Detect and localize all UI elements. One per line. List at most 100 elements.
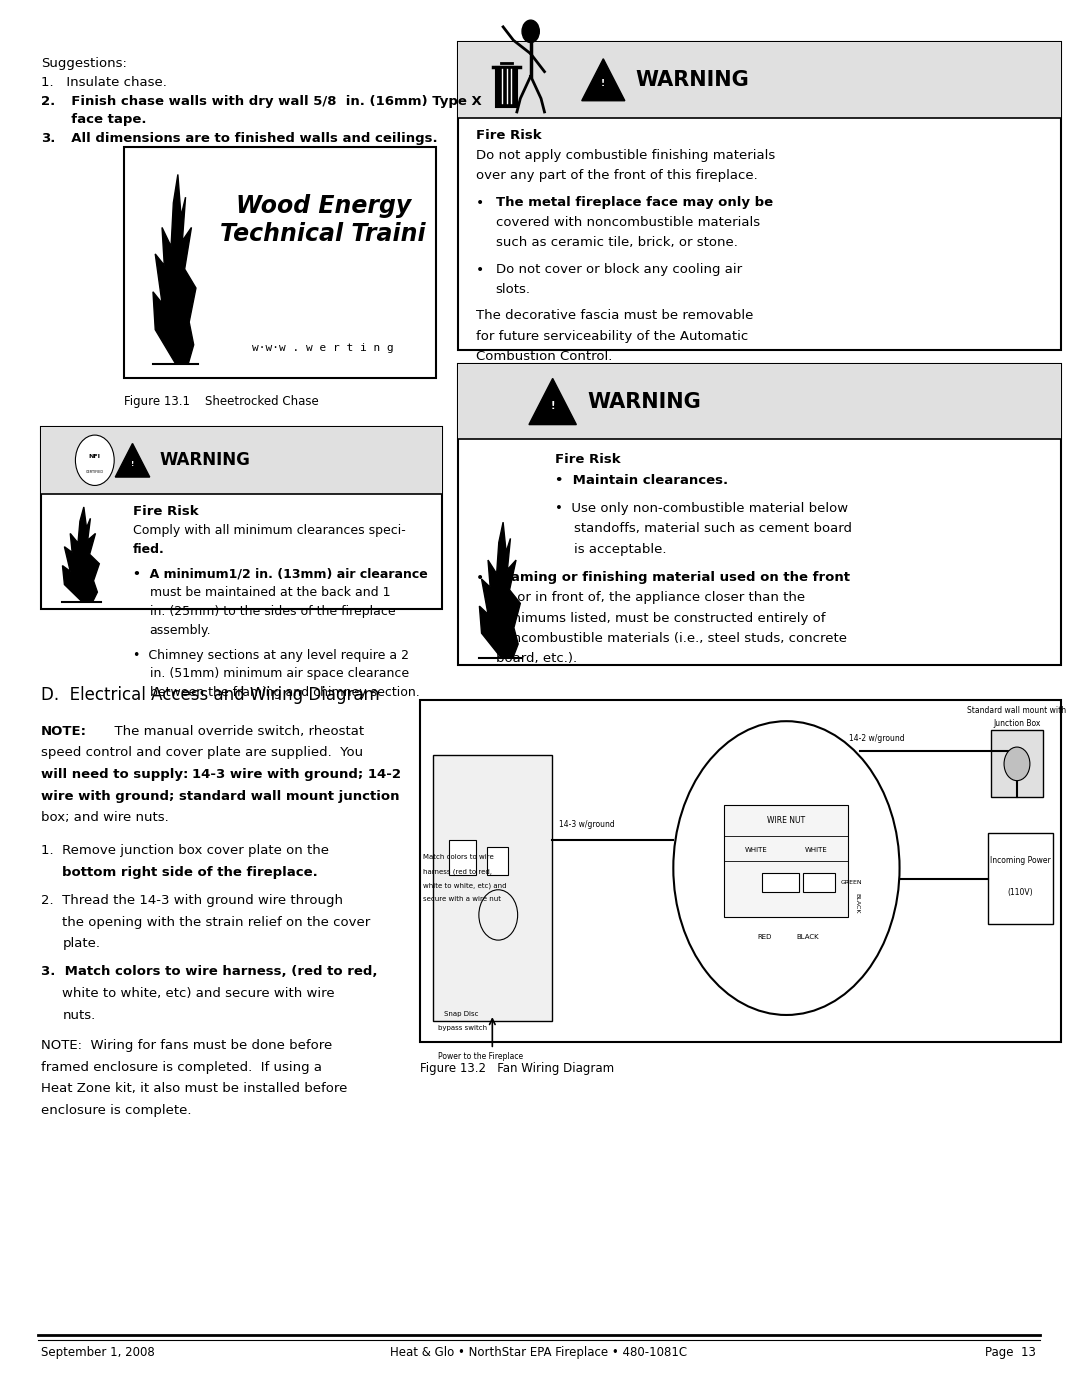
Text: is acceptable.: is acceptable.	[575, 543, 666, 555]
Text: •: •	[476, 196, 485, 210]
Text: RED: RED	[758, 935, 772, 940]
Text: Fire Risk: Fire Risk	[476, 129, 542, 141]
Polygon shape	[116, 443, 150, 477]
Text: The metal fireplace face may only be: The metal fireplace face may only be	[496, 196, 772, 208]
Text: Junction Box: Junction Box	[994, 719, 1041, 727]
Text: WARNING: WARNING	[160, 452, 251, 469]
Text: in. (25mm) to the sides of the fireplace: in. (25mm) to the sides of the fireplace	[150, 606, 395, 618]
Text: will need to supply:: will need to supply:	[41, 768, 188, 781]
Text: Combustion Control.: Combustion Control.	[476, 350, 612, 362]
Text: 2.  Thread the 14-3 with ground wire through: 2. Thread the 14-3 with ground wire thro…	[41, 894, 343, 907]
Text: WARNING: WARNING	[588, 392, 701, 411]
Text: 14-3 wire with ground; 14-2: 14-3 wire with ground; 14-2	[192, 768, 401, 781]
Text: such as ceramic tile, brick, or stone.: such as ceramic tile, brick, or stone.	[496, 236, 738, 249]
Text: September 1, 2008: September 1, 2008	[41, 1346, 154, 1358]
Circle shape	[522, 20, 539, 42]
Text: white to white, etc) and: white to white, etc) and	[423, 883, 507, 888]
Bar	[41, 427, 442, 609]
Text: GREEN: GREEN	[840, 880, 862, 884]
Polygon shape	[582, 59, 625, 101]
Text: WIRE NUT: WIRE NUT	[768, 817, 806, 825]
Text: The manual override switch, rheostat: The manual override switch, rheostat	[106, 725, 364, 737]
Text: harness (red to red,: harness (red to red,	[423, 867, 492, 874]
Polygon shape	[480, 522, 521, 658]
Text: Heat Zone kit, it also must be installed before: Heat Zone kit, it also must be installed…	[41, 1083, 348, 1095]
Text: 3.  Match colors to wire harness, (red to red,: 3. Match colors to wire harness, (red to…	[41, 965, 377, 978]
Text: framed enclosure is completed.  If using a: framed enclosure is completed. If using …	[41, 1060, 322, 1074]
Text: Framing or finishing material used on the front: Framing or finishing material used on th…	[496, 571, 850, 583]
Bar	[458, 42, 1062, 350]
Text: Page  13: Page 13	[985, 1346, 1037, 1358]
Text: fied.: fied.	[133, 543, 164, 555]
Text: covered with noncombustible materials: covered with noncombustible materials	[496, 215, 759, 229]
Text: 1.  Remove junction box cover plate on the: 1. Remove junction box cover plate on th…	[41, 844, 329, 858]
Text: bypass switch: bypass switch	[438, 1025, 487, 1031]
Text: minimums listed, must be constructed entirely of: minimums listed, must be constructed ent…	[496, 611, 825, 624]
Text: enclosure is complete.: enclosure is complete.	[41, 1104, 191, 1118]
Text: for future serviceability of the Automatic: for future serviceability of the Automat…	[476, 330, 748, 343]
Text: assembly.: assembly.	[150, 624, 212, 637]
Bar	[458, 364, 1062, 665]
Text: NOTE:  Wiring for fans must be done before: NOTE: Wiring for fans must be done befor…	[41, 1039, 333, 1052]
Bar	[458, 42, 1062, 118]
Text: CERTIFIED: CERTIFIED	[85, 470, 104, 474]
Text: All dimensions are to finished walls and ceilings.: All dimensions are to finished walls and…	[63, 132, 438, 144]
Text: BLACK: BLACK	[854, 893, 860, 914]
Text: w·w·w . w e r t i n g: w·w·w . w e r t i n g	[253, 343, 394, 353]
Polygon shape	[153, 175, 195, 364]
Text: face tape.: face tape.	[63, 113, 147, 126]
Text: noncombustible materials (i.e., steel studs, concrete: noncombustible materials (i.e., steel st…	[496, 632, 847, 645]
Text: white to white, etc) and secure with wire: white to white, etc) and secure with wir…	[63, 988, 335, 1000]
Text: Suggestions:: Suggestions:	[41, 57, 126, 70]
Text: NFI: NFI	[89, 455, 100, 459]
Text: Comply with all minimum clearances speci-: Comply with all minimum clearances speci…	[133, 525, 405, 537]
Text: 3.: 3.	[41, 132, 55, 144]
Text: Power to the Fireplace: Power to the Fireplace	[438, 1052, 524, 1060]
Text: 14-2 w/ground: 14-2 w/ground	[849, 734, 904, 743]
Text: the opening with the strain relief on the cover: the opening with the strain relief on th…	[63, 915, 370, 929]
Polygon shape	[529, 379, 577, 425]
Text: NOTE:: NOTE:	[41, 725, 86, 737]
Text: •  Maintain clearances.: • Maintain clearances.	[555, 474, 728, 487]
Text: nuts.: nuts.	[63, 1009, 96, 1021]
Text: box; and wire nuts.: box; and wire nuts.	[41, 811, 168, 824]
Bar	[487, 848, 509, 876]
Text: Fire Risk: Fire Risk	[555, 453, 620, 466]
Text: •  Chimney sections at any level require a 2: • Chimney sections at any level require …	[133, 649, 408, 662]
Text: board, etc.).: board, etc.).	[496, 652, 577, 665]
Text: Figure 13.1    Sheetrocked Chase: Figure 13.1 Sheetrocked Chase	[124, 395, 319, 407]
Text: D.  Electrical Access and Wiring Diagram: D. Electrical Access and Wiring Diagram	[41, 686, 380, 704]
Text: in. (51mm) minimum air space clearance: in. (51mm) minimum air space clearance	[150, 667, 409, 680]
Text: Snap Disc: Snap Disc	[444, 1011, 478, 1017]
Text: •: •	[476, 263, 485, 277]
Text: speed control and cover plate are supplied.  You: speed control and cover plate are suppli…	[41, 747, 363, 760]
Text: slots.: slots.	[496, 283, 530, 295]
Text: 14-3 w/ground: 14-3 w/ground	[559, 820, 615, 828]
Text: !: !	[551, 402, 555, 411]
Text: 2.: 2.	[41, 95, 55, 108]
Text: WHITE: WHITE	[806, 846, 828, 853]
Text: Standard wall mount with: Standard wall mount with	[968, 706, 1067, 715]
Text: Do not cover or block any cooling air: Do not cover or block any cooling air	[496, 263, 742, 276]
Text: of, or in front of, the appliance closer than the: of, or in front of, the appliance closer…	[496, 592, 805, 604]
Circle shape	[76, 435, 114, 485]
Bar	[449, 839, 476, 876]
Text: must be maintained at the back and 1: must be maintained at the back and 1	[150, 586, 390, 599]
Bar	[802, 873, 835, 893]
Polygon shape	[63, 506, 99, 602]
Text: secure with a wire nut: secure with a wire nut	[423, 897, 501, 902]
Text: Heat & Glo • NorthStar EPA Fireplace • 480-1081C: Heat & Glo • NorthStar EPA Fireplace • 4…	[390, 1346, 687, 1358]
Text: Finish chase walls with dry wall 5/8  in. (16mm) Type X: Finish chase walls with dry wall 5/8 in.…	[63, 95, 483, 108]
Text: Incoming Power: Incoming Power	[990, 856, 1051, 865]
Text: •  Use only non-combustible material below: • Use only non-combustible material belo…	[555, 502, 848, 515]
Bar	[433, 755, 552, 1021]
Text: over any part of the front of this fireplace.: over any part of the front of this firep…	[476, 169, 758, 182]
Text: wire with ground; standard wall mount junction: wire with ground; standard wall mount ju…	[41, 789, 400, 803]
Text: Wood Energy
Technical Traini: Wood Energy Technical Traini	[220, 194, 426, 246]
Bar	[991, 730, 1043, 797]
Text: •: •	[476, 571, 485, 585]
Text: WARNING: WARNING	[636, 70, 750, 90]
Text: BLACK: BLACK	[797, 935, 820, 940]
Bar	[496, 67, 517, 108]
Bar	[124, 147, 436, 378]
